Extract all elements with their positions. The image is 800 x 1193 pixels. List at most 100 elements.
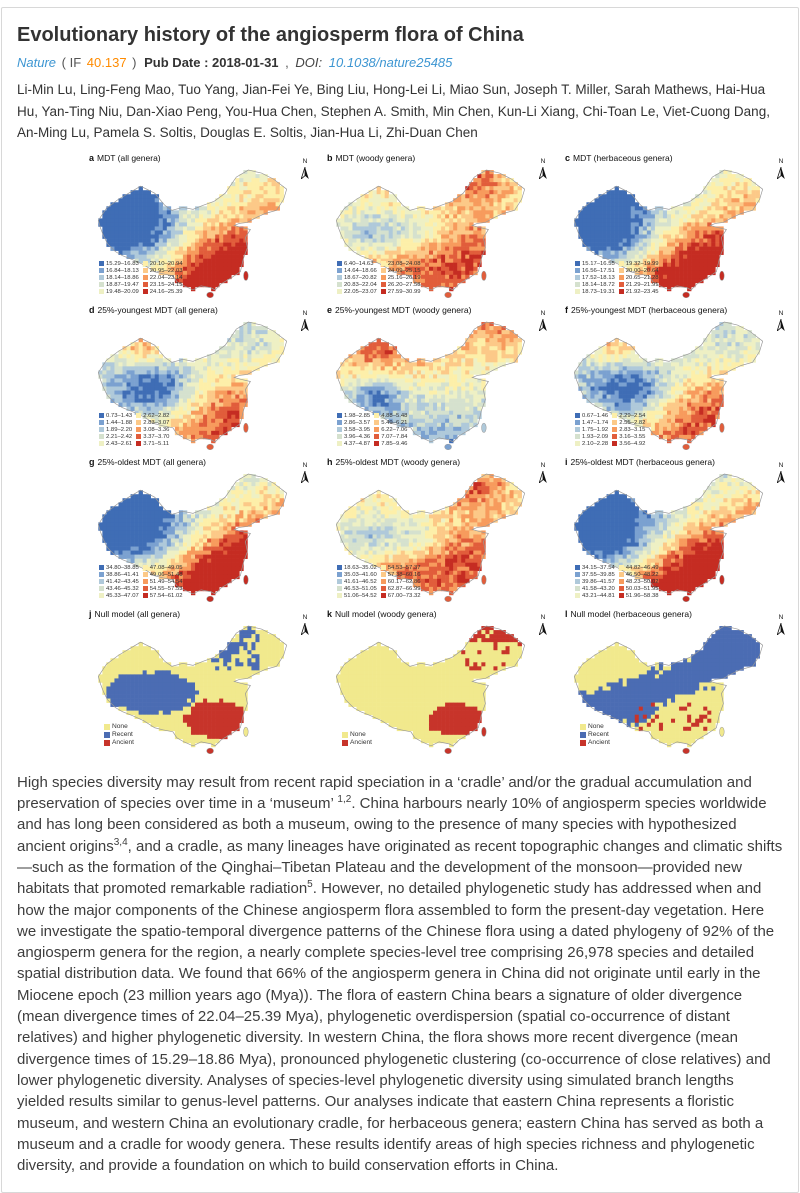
legend-swatch: [136, 420, 142, 426]
legend-item: 57.54–61.02: [142, 593, 183, 599]
legend-range: 23.15–24.15: [149, 281, 183, 288]
legend-swatch: [342, 740, 348, 747]
legend-item: 21.92–23.45: [618, 289, 659, 295]
legend-range: 3.16–3.55: [619, 433, 646, 440]
legend-range: 1.44–1.88: [106, 419, 133, 426]
figure-panels: a MDT (all genera) N 15.29–16.83 20.10–20.…: [87, 152, 800, 760]
legend-item: 15.17–16.55: [575, 261, 615, 267]
legend-swatch: [618, 289, 624, 295]
compass-n-label: N: [540, 461, 546, 469]
legend-range: 18.14–18.72: [582, 281, 615, 288]
legend-range: 0.73–1.43: [106, 412, 133, 419]
legend-range: 18.67–20.82: [344, 274, 377, 281]
legend-swatch: [142, 593, 148, 599]
legend-range: 34.80–38.85: [106, 564, 139, 571]
legend-range: 18.63–35.02: [344, 564, 377, 571]
legend-item: 1.98–2.85: [337, 413, 370, 419]
legend-item: 23.15–24.15: [142, 281, 183, 288]
legend-swatch: [575, 572, 580, 578]
legend-item: 67.00–73.32: [380, 592, 421, 599]
north-arrow-icon: [300, 318, 309, 332]
compass: N: [300, 614, 309, 640]
legend-swatch: [99, 441, 104, 447]
legend-swatch: [618, 565, 624, 571]
legend-class: Ancient: [588, 739, 610, 747]
paper-card: Evolutionary history of the angiosperm f…: [1, 7, 799, 1193]
legend-swatch: [575, 420, 580, 426]
doi-link[interactable]: 10.1038/nature25485: [328, 55, 453, 70]
legend-range: 20.10–20.94: [149, 260, 183, 267]
china-map: [335, 473, 526, 602]
legend-swatch: [99, 282, 104, 288]
map-legend: 15.29–16.83 20.10–20.94 16.84–18.13 20.95–2…: [99, 261, 183, 295]
legend-item: 41.61–46.52: [337, 579, 377, 585]
compass-n-label: N: [302, 157, 308, 165]
legend-range: 62.87–66.99: [387, 585, 421, 592]
legend-item: 2.55–2.82: [612, 420, 645, 426]
legend-item: 22.05–23.07: [337, 289, 377, 295]
legend-item: 1.75–1.92: [575, 427, 608, 433]
panel-title-text: 25%-oldest MDT (herbaceous genera): [570, 456, 715, 467]
legend-swatch: [337, 268, 342, 274]
legend-swatch: [136, 427, 142, 433]
journal-link[interactable]: Nature: [17, 55, 57, 70]
panel-letter: j: [89, 608, 92, 619]
legend-swatch: [142, 579, 148, 585]
legend-item: 35.03–41.60: [337, 572, 377, 578]
compass: N: [776, 614, 785, 640]
legend-range: 3.56–4.92: [619, 440, 646, 447]
legend-range: 38.86–41.41: [106, 571, 139, 578]
legend-swatch: [612, 420, 618, 426]
legend-range: 2.62–2.82: [143, 412, 170, 419]
china-map: [573, 169, 764, 298]
legend-swatch: [337, 261, 342, 267]
legend-swatch: [136, 441, 142, 447]
legend-item: 3.71–5.11: [136, 441, 169, 447]
legend-item: 4.37–4.87: [337, 441, 370, 447]
legend-item: 2.83–3.15: [612, 427, 645, 433]
legend-swatch: [337, 282, 342, 288]
map-legend: 34.80–38.85 47.08–49.05 38.86–41.41 49.06–5…: [99, 565, 183, 599]
legend-range: 54.53–57.37: [387, 564, 421, 571]
china-map: [573, 625, 764, 754]
panel-title-text: Null model (herbaceous genera): [570, 608, 692, 619]
legend-item: 34.80–38.85: [99, 565, 139, 571]
legend-item: 47.08–49.05: [142, 565, 183, 571]
panel-letter: h: [327, 456, 333, 467]
legend-swatch: [618, 586, 624, 592]
compass: N: [300, 157, 309, 184]
legend-swatch: [99, 427, 104, 433]
panel-title: k Null model (woody genera): [327, 609, 437, 619]
panel-title: e 25%-youngest MDT (woody genera): [327, 305, 471, 315]
legend-swatch: [142, 289, 148, 295]
legend-range: 67.00–73.32: [387, 592, 421, 599]
legend-swatch: [99, 420, 104, 426]
legend-swatch: [580, 740, 586, 747]
legend-item: 0.67–1.46: [575, 413, 608, 419]
panel-letter: i: [565, 456, 568, 467]
legend-item: 2.43–2.61: [99, 441, 132, 447]
legend-range: 6.22–7.06: [381, 426, 408, 433]
panel-title-text: 25%-youngest MDT (all genera): [97, 304, 218, 315]
legend-item: 43.46–45.32: [99, 586, 139, 592]
legend-range: 1.47–1.74: [582, 419, 609, 426]
legend-swatch: [580, 732, 586, 739]
legend-swatch: [337, 275, 342, 281]
page-title: Evolutionary history of the angiosperm f…: [17, 24, 524, 46]
legend-range: 21.29–21.91: [625, 281, 659, 288]
legend-range: 51.49–54.54: [149, 578, 183, 585]
legend-swatch: [99, 289, 104, 295]
legend-range: 39.86–41.57: [582, 578, 615, 585]
panel-title-text: 25%-youngest MDT (woody genera): [335, 304, 472, 315]
legend-range: 49.06–51.48: [149, 571, 183, 578]
legend-range: 35.03–41.60: [344, 571, 377, 578]
panel-title-text: MDT (all genera): [97, 152, 161, 163]
figure-panel: h 25%-oldest MDT (woody genera) N 18.63–3…: [325, 456, 563, 608]
legend-range: 37.55–39.85: [582, 571, 615, 578]
legend-item: 16.84–18.13: [99, 268, 139, 274]
legend-item: 0.73–1.43: [99, 413, 132, 419]
legend-item: 24.16–25.39: [142, 289, 183, 295]
legend-item: 46.50–48.22: [618, 572, 659, 578]
legend-swatch: [136, 434, 142, 440]
compass-n-label: N: [778, 309, 784, 317]
